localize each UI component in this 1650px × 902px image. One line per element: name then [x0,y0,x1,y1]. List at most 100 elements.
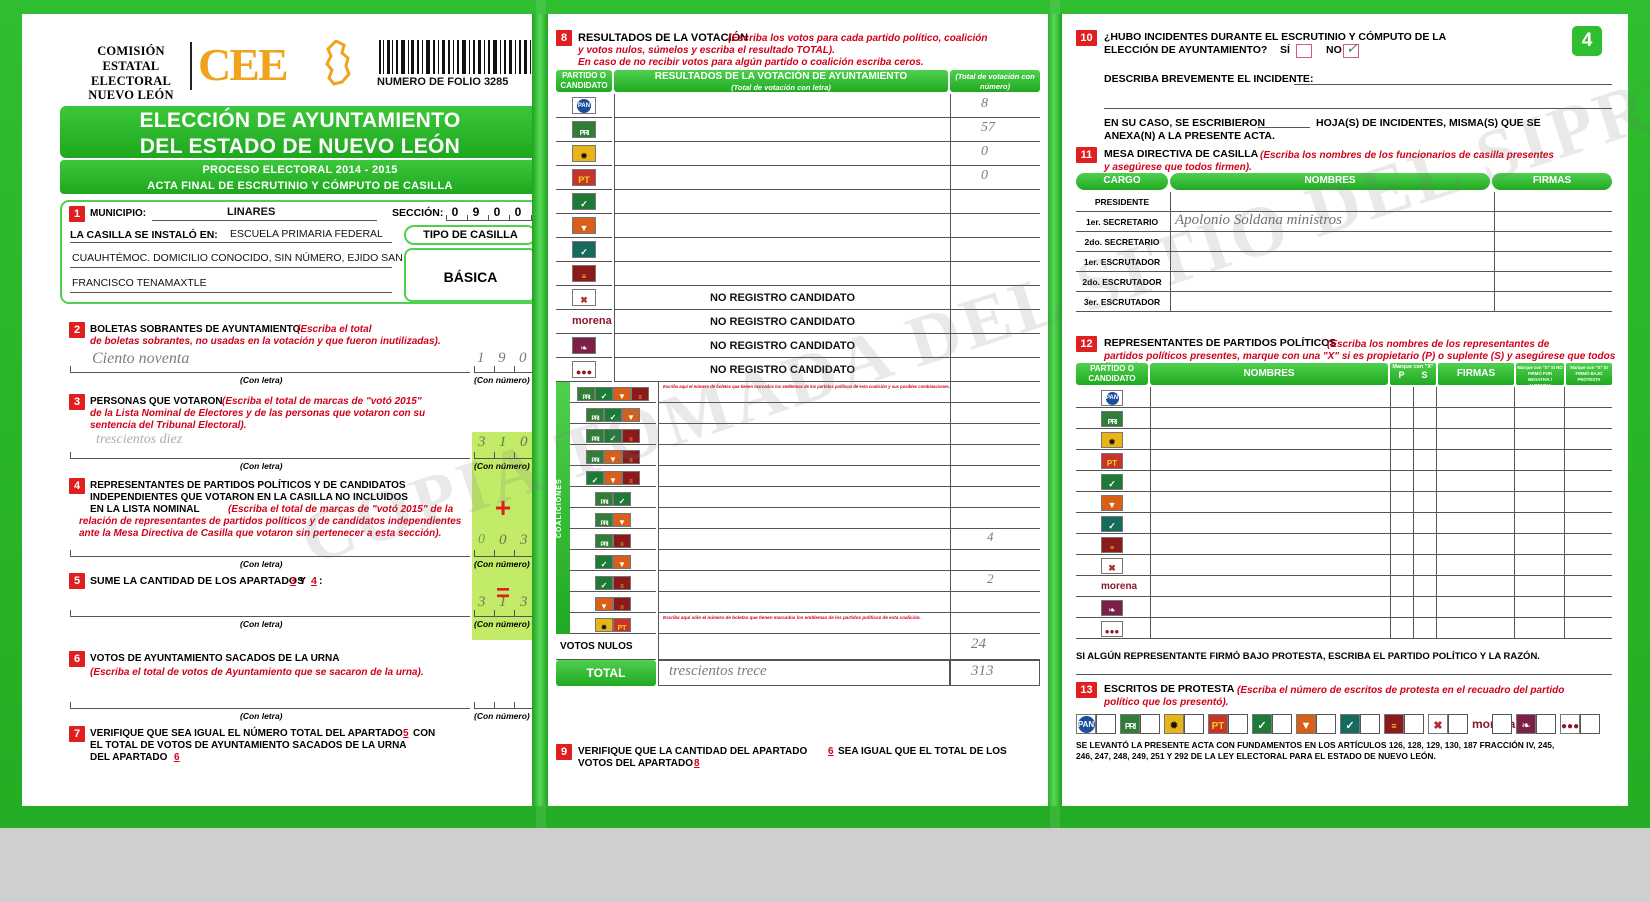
rep-s-cell[interactable] [1413,534,1436,555]
firma-cell[interactable] [1494,292,1612,312]
votes-num-cell[interactable] [950,238,1040,262]
rep-negativa-cell[interactable] [1514,471,1564,492]
protesta-count-box[interactable] [1140,714,1160,734]
total-letra-cell[interactable]: trescientos trece [658,660,950,686]
coalition-num-cell[interactable] [950,403,1040,424]
votes-letra-cell[interactable]: NO REGISTRO CANDIDATO [614,286,950,310]
rep-nombre-cell[interactable] [1150,408,1390,429]
rep-firma-cell[interactable] [1436,471,1514,492]
municipio-value[interactable]: LINARES [227,206,276,218]
votes-num-cell[interactable] [950,262,1040,286]
section-3-letra-value[interactable]: trescientos diez [96,432,183,447]
coalition-num-cell[interactable] [950,466,1040,487]
section-3-digit-0[interactable]: 3 [478,434,486,450]
section-3-digit-2[interactable]: 0 [520,434,528,450]
votes-num-cell[interactable]: 57 [950,118,1040,142]
coalition-letra-cell[interactable] [658,592,950,613]
rep-negativa-cell[interactable] [1514,513,1564,534]
protesta-count-box[interactable] [1228,714,1248,734]
rep-firma-cell[interactable] [1436,492,1514,513]
votes-letra-cell[interactable]: NO REGISTRO CANDIDATO [614,358,950,382]
section-2-letra-value[interactable]: Ciento noventa [92,350,190,367]
rep-protesta-cell[interactable] [1564,513,1612,534]
votes-num-cell[interactable]: 0 [950,166,1040,190]
rep-s-cell[interactable] [1413,555,1436,576]
protesta-count-box[interactable] [1580,714,1600,734]
nombre-cell[interactable]: Apolonio Soldana ministros [1170,212,1492,232]
rep-firma-cell[interactable] [1436,534,1514,555]
rep-s-cell[interactable] [1413,513,1436,534]
rep-negativa-cell[interactable] [1514,492,1564,513]
votes-num-cell[interactable] [950,190,1040,214]
casilla-line-3[interactable]: FRANCISCO TENAMAXTLE [72,277,207,289]
rep-p-cell[interactable] [1390,408,1413,429]
rep-nombre-cell[interactable] [1150,555,1390,576]
coalition-num-cell[interactable] [950,445,1040,466]
casilla-line-1[interactable]: ESCUELA PRIMARIA FEDERAL [230,228,383,240]
protesta-count-box[interactable] [1448,714,1468,734]
rep-protesta-cell[interactable] [1564,597,1612,618]
coalition-letra-cell[interactable] [658,403,950,424]
firma-cell[interactable] [1494,212,1612,232]
protesta-count-box[interactable] [1272,714,1292,734]
coalition-letra-cell[interactable]: Escriba aquí sólo el número de boletas q… [658,613,950,634]
rep-firma-cell[interactable] [1436,597,1514,618]
coalition-letra-cell[interactable] [658,550,950,571]
rep-negativa-cell[interactable] [1514,387,1564,408]
votes-letra-cell[interactable]: NO REGISTRO CANDIDATO [614,334,950,358]
tipo-casilla-value[interactable]: BÁSICA [404,248,537,302]
votes-letra-cell[interactable] [614,166,950,190]
rep-protesta-cell[interactable] [1564,492,1612,513]
firma-cell[interactable] [1494,192,1612,212]
votes-letra-cell[interactable] [614,238,950,262]
votes-letra-cell[interactable] [614,118,950,142]
rep-firma-cell[interactable] [1436,618,1514,639]
rep-p-cell[interactable] [1390,576,1413,597]
section-4-digit-0[interactable]: 0 [478,532,485,547]
section-5-digit-0[interactable]: 3 [478,594,486,610]
rep-negativa-cell[interactable] [1514,450,1564,471]
rep-protesta-cell[interactable] [1564,534,1612,555]
coalition-num-cell[interactable]: 4 [950,529,1040,550]
rep-p-cell[interactable] [1390,387,1413,408]
votes-letra-cell[interactable]: NO REGISTRO CANDIDATO [614,310,950,334]
coalition-letra-cell[interactable] [658,445,950,466]
coalition-num-cell[interactable] [950,424,1040,445]
rep-s-cell[interactable] [1413,471,1436,492]
nombre-cell[interactable] [1170,232,1492,252]
coalition-letra-cell[interactable] [658,466,950,487]
nombre-cell[interactable] [1170,272,1492,292]
rep-protesta-cell[interactable] [1564,618,1612,639]
firma-cell[interactable] [1494,232,1612,252]
rep-firma-cell[interactable] [1436,576,1514,597]
coalition-num-cell[interactable] [950,592,1040,613]
protesta-count-box[interactable] [1096,714,1116,734]
section-4-digit-2[interactable]: 3 [520,532,528,548]
rep-protesta-cell[interactable] [1564,387,1612,408]
rep-p-cell[interactable] [1390,492,1413,513]
coalition-num-cell[interactable] [950,382,1040,403]
votes-letra-cell[interactable] [614,94,950,118]
rep-s-cell[interactable] [1413,408,1436,429]
votes-num-cell[interactable] [950,286,1040,310]
rep-nombre-cell[interactable] [1150,450,1390,471]
rep-negativa-cell[interactable] [1514,534,1564,555]
votes-num-cell[interactable] [950,214,1040,238]
firma-cell[interactable] [1494,272,1612,292]
votes-letra-cell[interactable] [614,190,950,214]
votes-num-cell[interactable] [950,310,1040,334]
rep-firma-cell[interactable] [1436,555,1514,576]
rep-nombre-cell[interactable] [1150,513,1390,534]
votes-num-cell[interactable]: 0 [950,142,1040,166]
section-3-digit-1[interactable]: 1 [499,434,507,450]
rep-firma-cell[interactable] [1436,387,1514,408]
rep-firma-cell[interactable] [1436,408,1514,429]
coalition-num-cell[interactable] [950,508,1040,529]
rep-nombre-cell[interactable] [1150,618,1390,639]
no-checkbox[interactable]: ✓ [1343,42,1359,58]
coalition-letra-cell[interactable] [658,508,950,529]
seccion-digit-2[interactable]: 0 [493,205,501,219]
rep-protesta-cell[interactable] [1564,555,1612,576]
votes-letra-cell[interactable] [614,214,950,238]
casilla-line-2[interactable]: CUAUHTÉMOC. DOMICILIO CONOCIDO, SIN NÚME… [72,252,403,264]
